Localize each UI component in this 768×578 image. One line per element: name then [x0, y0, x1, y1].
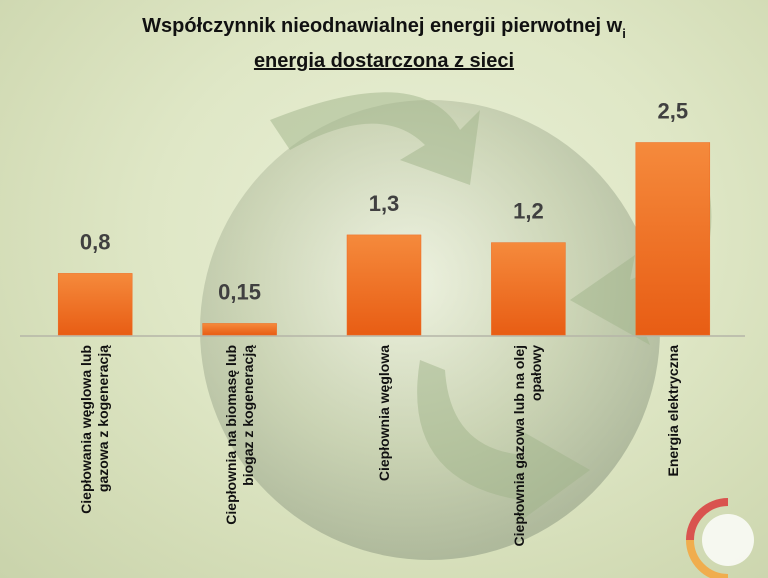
- bar: [491, 242, 566, 336]
- bar: [202, 323, 277, 336]
- x-tick-label: Ciepłowania węglowa lub gazowa z kogener…: [78, 345, 112, 514]
- background-arrow: [270, 92, 480, 185]
- bar: [635, 142, 711, 336]
- bar: [57, 273, 133, 336]
- x-tick-label: Ciepłownia gazowa lub na olej opałowy: [511, 345, 545, 547]
- x-tick-label: Ciepłownia węglowa: [375, 345, 392, 482]
- background-arrow: [417, 360, 590, 525]
- value-label: 1,3: [369, 191, 400, 216]
- chart-title-subscript: i: [622, 26, 626, 41]
- chart-subtitle: energia dostarczona z sieci: [254, 50, 514, 72]
- x-tick-label: Ciepłownia na biomasę lub biogaz z kogen…: [222, 345, 256, 525]
- bar: [346, 234, 422, 336]
- value-label: 1,2: [513, 199, 544, 224]
- logo: [686, 498, 754, 578]
- value-label: 0,8: [80, 229, 111, 254]
- value-label: 0,15: [218, 279, 261, 304]
- chart-title: Współczynnik nieodnawialnej energii pier…: [142, 15, 626, 41]
- chart-title-main: Współczynnik nieodnawialnej energii pier…: [142, 15, 623, 37]
- x-tick-label: Energia elektryczna: [664, 345, 681, 477]
- value-label: 2,5: [658, 99, 689, 124]
